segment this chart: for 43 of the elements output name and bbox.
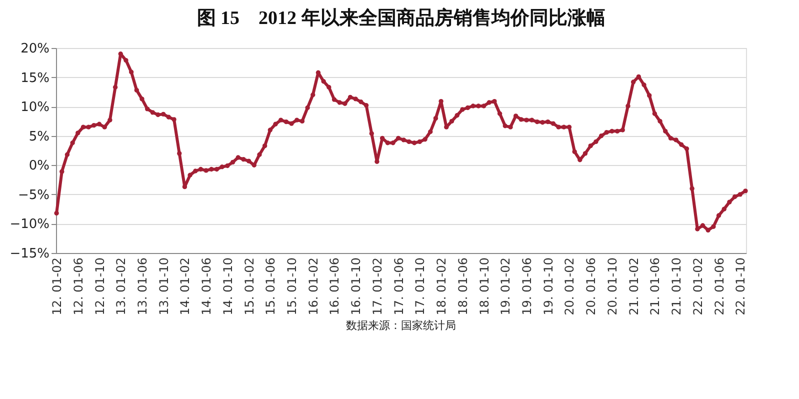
x-tick-label: 13. 01-02: [114, 258, 128, 316]
chart-title: 图 15 2012 年以来全国商品房销售均价同比涨幅: [196, 7, 606, 29]
x-tick-label: 13. 01-06: [135, 258, 150, 316]
x-tick-label: 15. 01-06: [264, 258, 278, 316]
y-tick-label: 15%: [20, 70, 50, 86]
y-tick-label: −10%: [10, 217, 50, 232]
x-tick-label: 17. 01-10: [413, 258, 428, 316]
x-tick-label: 21. 01-06: [648, 258, 662, 316]
y-tick-label: −5%: [18, 188, 50, 203]
x-tick-label: 16. 01-10: [349, 258, 364, 316]
y-tick-label: 10%: [20, 100, 50, 116]
x-tick-label: 19. 01-10: [541, 258, 556, 316]
y-tick-label: −15%: [10, 246, 50, 262]
x-tick-label: 12. 01-06: [71, 258, 86, 316]
x-tick-label: 15. 01-10: [285, 258, 300, 316]
x-tick-label: 17. 01-06: [392, 258, 406, 316]
x-tick-label: 21. 01-02: [626, 258, 641, 316]
y-tick-label: 20%: [20, 42, 50, 56]
x-tick-label: 20. 01-06: [584, 258, 598, 316]
x-tick-label: 22. 01-06: [712, 258, 726, 316]
x-tick-label: 22. 01-02: [690, 258, 705, 316]
x-tick-label: 17. 01-02: [370, 258, 384, 316]
x-tick-label: 14. 01-10: [220, 258, 235, 316]
x-tick-label: 16. 01-02: [306, 258, 320, 316]
x-tick-label: 18. 01-10: [477, 258, 492, 316]
x-tick-label: 13. 01-10: [156, 258, 171, 316]
y-tick-label: 5%: [28, 129, 50, 144]
x-tick-label: 20. 01-02: [562, 258, 577, 316]
x-tick-label: 18. 01-06: [456, 258, 470, 316]
x-tick-label: 16. 01-06: [328, 258, 342, 316]
x-tick-label: 12. 01-02: [50, 258, 64, 316]
x-tick-label: 22. 01-10: [734, 258, 748, 316]
x-tick-label: 18. 01-02: [434, 258, 449, 316]
x-tick-label: 21. 01-10: [670, 258, 684, 316]
source-note: 数据来源：国家统计局: [346, 319, 456, 332]
x-tick-label: 19. 01-06: [520, 258, 534, 316]
x-tick-label: 14. 01-06: [200, 258, 214, 316]
x-tick-label: 19. 01-02: [498, 258, 513, 316]
x-tick-label: 15. 01-02: [242, 258, 256, 316]
y-tick-label: 0%: [28, 158, 50, 174]
x-tick-label: 12. 01-10: [92, 258, 107, 316]
x-tick-label: 20. 01-10: [605, 258, 620, 316]
x-tick-label: 14. 01-02: [178, 258, 192, 316]
